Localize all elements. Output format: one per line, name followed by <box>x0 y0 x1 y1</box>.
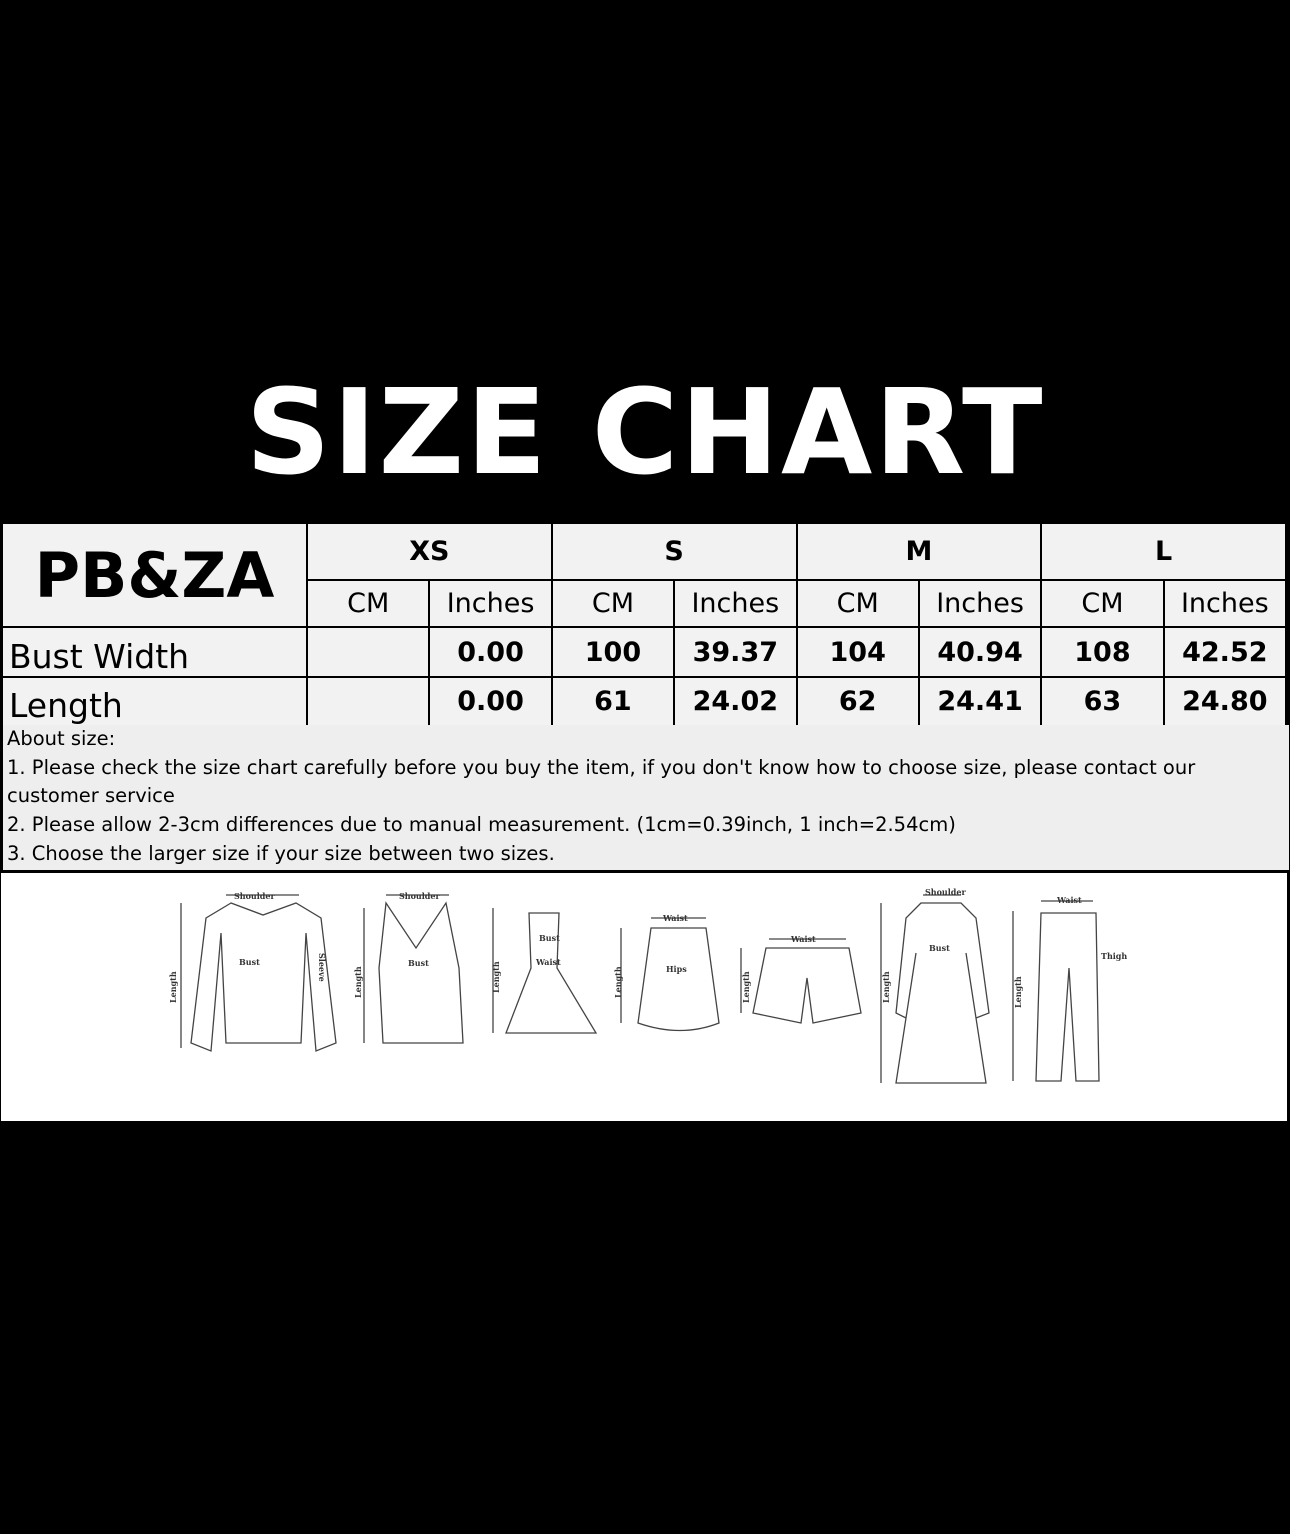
size-header-l: L <box>1040 522 1287 581</box>
cell: 24.02 <box>673 676 798 727</box>
unit-header-cm: CM <box>1040 579 1165 628</box>
unit-header-inches: Inches <box>428 579 553 628</box>
note-line: 3. Choose the larger size if your size b… <box>7 841 555 865</box>
length-label: Length <box>353 966 363 998</box>
cell: 0.00 <box>428 676 553 727</box>
hips-label: Hips <box>666 964 687 974</box>
bust-label: Bust <box>408 958 429 968</box>
cell: 24.80 <box>1162 676 1288 727</box>
waist-label: Waist <box>790 934 816 944</box>
cell: 108 <box>1040 626 1165 678</box>
row-label: Length <box>1 676 308 727</box>
length-label: Length <box>881 971 891 1003</box>
tank-top-illustration: Shoulder Bust Length <box>353 891 464 1044</box>
cell <box>305 626 431 678</box>
shoulder-label: Shoulder <box>399 891 440 901</box>
table-row-length: Length 0.00 61 24.02 62 24.41 63 24.80 <box>1 676 1288 727</box>
row-label: Bust Width <box>1 626 308 678</box>
cell: 40.94 <box>917 626 1043 678</box>
coat-illustration: Shoulder Bust Length <box>880 887 990 1084</box>
measurement-illustrations: Shoulder Bust Length Sleeve Shoulder Bus… <box>1 873 1287 1121</box>
cell: 24.41 <box>917 676 1043 727</box>
size-notes: About size: 1. Please check the size cha… <box>1 725 1290 872</box>
unit-header-cm: CM <box>550 579 676 628</box>
cell: 61 <box>550 676 676 727</box>
length-label: Length <box>613 966 623 998</box>
brand-logo: PB&ZA <box>1 522 308 628</box>
shorts-illustration: Waist Length <box>740 934 862 1024</box>
unit-header-inches: Inches <box>917 579 1043 628</box>
unit-header-cm: CM <box>305 579 431 628</box>
thigh-label: Thigh <box>1101 951 1127 961</box>
length-label: Length <box>491 961 501 993</box>
table-row-bust-width: Bust Width 0.00 100 39.37 104 40.94 108 … <box>1 626 1288 678</box>
cell: 63 <box>1040 676 1165 727</box>
cell: 39.37 <box>673 626 798 678</box>
sleeve-label: Sleeve <box>317 953 327 982</box>
bust-label: Bust <box>239 957 260 967</box>
notes-heading: About size: <box>7 727 116 750</box>
skirt-illustration: Waist Hips Length <box>613 913 720 1032</box>
size-header-xs: XS <box>306 522 553 581</box>
cell: 0.00 <box>428 626 553 678</box>
size-header-m: M <box>795 522 1043 581</box>
waist-label: Waist <box>535 957 561 967</box>
unit-header-inches: Inches <box>673 579 798 628</box>
cell: 104 <box>795 626 920 678</box>
length-label: Length <box>168 971 178 1003</box>
unit-header-cm: CM <box>795 579 920 628</box>
waist-label: Waist <box>1056 895 1082 905</box>
size-header-s: S <box>550 522 798 581</box>
bust-label: Bust <box>539 933 560 943</box>
cell: 62 <box>795 676 920 727</box>
length-label: Length <box>1013 976 1023 1008</box>
shoulder-label: Shoulder <box>234 891 275 901</box>
bust-label: Bust <box>929 943 950 953</box>
unit-header-inches: Inches <box>1162 579 1288 628</box>
length-label: Length <box>741 971 751 1003</box>
note-line: 1. Please check the size chart carefully… <box>7 755 1196 808</box>
cell <box>305 676 431 727</box>
page-title: SIZE CHART <box>245 363 1045 501</box>
cell: 100 <box>550 626 676 678</box>
size-table: PB&ZA XS S M L CM Inches CM Inches CM In… <box>1 522 1288 727</box>
note-line: 2. Please allow 2-3cm differences due to… <box>7 813 956 837</box>
dress-illustration: Bust Waist Length <box>491 908 598 1034</box>
waist-label: Waist <box>662 913 688 923</box>
pants-illustration: Waist Thigh Length <box>1012 895 1127 1082</box>
blouse-illustration: Shoulder Bust Length Sleeve <box>168 891 337 1052</box>
shoulder-label: Shoulder <box>925 887 966 897</box>
cell: 42.52 <box>1162 626 1288 678</box>
